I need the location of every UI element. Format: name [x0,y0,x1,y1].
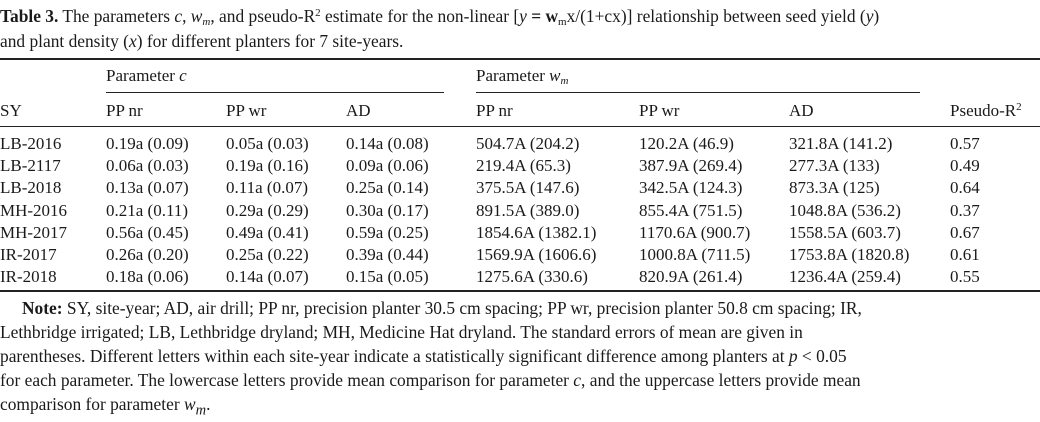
cell-w-pp-wr: 855.4A (751.5) [639,200,743,220]
row-site-year: IR-2018 [0,267,57,287]
header-pseudo-r2: Pseudo-R2 [950,101,1022,120]
cell-c-pp-nr: 0.18a (0.06) [106,267,189,287]
cell-c-pp-nr: 0.13a (0.07) [106,178,189,198]
header-bottom-rule [0,126,1040,127]
cell-c-pp-wr: 0.14a (0.07) [226,267,309,287]
cell-w-pp-wr: 820.9A (261.4) [639,267,743,287]
cell-w-ad: 1558.5A (603.7) [789,222,901,242]
cell-w-pp-nr: 891.5A (389.0) [476,200,580,220]
cell-c-ad: 0.30a (0.17) [346,200,429,220]
group-rule-c [106,92,444,93]
group-header-w: Parameter wm [476,66,569,87]
cell-c-ad: 0.39a (0.44) [346,245,429,264]
cell-c-pp-nr: 0.21a (0.11) [106,200,188,220]
cell-pseudo-r2: 0.61 [950,245,980,264]
cell-c-pp-wr: 0.29a (0.29) [226,200,309,220]
table-top-rule [0,58,1040,60]
row-site-year: IR-2017 [0,245,57,264]
header-w-pp-nr: PP nr [476,101,513,120]
row-site-year: LB-2016 [0,134,62,153]
cell-w-pp-nr: 1275.6A (330.6) [476,267,588,287]
cell-w-ad: 1048.8A (536.2) [789,200,901,220]
cell-c-ad: 0.15a (0.05) [346,267,429,287]
table-caption: Table 3. The parameters c, wm, and pseud… [0,6,880,51]
header-c-pp-wr: PP wr [226,101,267,120]
cell-w-ad: 321.8A (141.2) [789,134,893,153]
cell-w-pp-wr: 1000.8A (711.5) [639,245,751,264]
table-bottom-rule [0,290,1040,292]
cell-c-ad: 0.09a (0.06) [346,156,429,176]
header-sy: SY [0,101,22,120]
cell-pseudo-r2: 0.64 [950,178,980,198]
cell-pseudo-r2: 0.55 [950,267,980,287]
header-c-pp-nr: PP nr [106,101,143,120]
cell-c-pp-wr: 0.49a (0.41) [226,222,309,242]
cell-c-pp-wr: 0.11a (0.07) [226,178,308,198]
row-site-year: MH-2016 [0,200,68,220]
cell-c-pp-nr: 0.06a (0.03) [106,156,189,176]
note-label: Note: [22,298,63,318]
cell-c-pp-nr: 0.19a (0.09) [106,134,189,153]
cell-c-pp-nr: 0.26a (0.20) [106,245,189,264]
cell-w-pp-nr: 1854.6A (1382.1) [476,222,597,242]
header-w-ad: AD [789,101,814,120]
header-c-ad: AD [346,101,371,120]
cell-pseudo-r2: 0.57 [950,134,980,153]
cell-w-pp-nr: 1569.9A (1606.6) [476,245,597,264]
cell-c-pp-wr: 0.19a (0.16) [226,156,309,176]
cell-c-pp-wr: 0.05a (0.03) [226,134,309,153]
cell-c-ad: 0.59a (0.25) [346,222,429,242]
row-site-year: LB-2018 [0,178,62,198]
row-site-year: MH-2017 [0,222,68,242]
cell-w-pp-wr: 1170.6A (900.7) [639,222,751,242]
cell-c-ad: 0.25a (0.14) [346,178,429,198]
cell-c-ad: 0.14a (0.08) [346,134,429,153]
group-header-c: Parameter c [106,66,187,85]
cell-pseudo-r2: 0.49 [950,156,980,176]
row-site-year: LB-2117 [0,156,61,176]
cell-w-pp-wr: 342.5A (124.3) [639,178,743,198]
cell-w-ad: 1753.8A (1820.8) [789,245,910,264]
cell-pseudo-r2: 0.67 [950,222,980,242]
cell-w-pp-nr: 375.5A (147.6) [476,178,580,198]
caption-label: Table 3. [0,6,59,26]
cell-w-ad: 1236.4A (259.4) [789,267,901,287]
cell-c-pp-nr: 0.56a (0.45) [106,222,189,242]
cell-w-pp-nr: 219.4A (65.3) [476,156,571,176]
group-rule-w [476,92,920,93]
cell-pseudo-r2: 0.37 [950,200,980,220]
cell-w-ad: 277.3A (133) [789,156,880,176]
cell-w-pp-nr: 504.7A (204.2) [476,134,580,153]
cell-c-pp-wr: 0.25a (0.22) [226,245,309,264]
cell-w-pp-wr: 387.9A (269.4) [639,156,743,176]
cell-w-pp-wr: 120.2A (46.9) [639,134,734,153]
table-note: Note: SY, site-year; AD, air drill; PP n… [0,298,862,419]
cell-w-ad: 873.3A (125) [789,178,880,198]
header-w-pp-wr: PP wr [639,101,680,120]
